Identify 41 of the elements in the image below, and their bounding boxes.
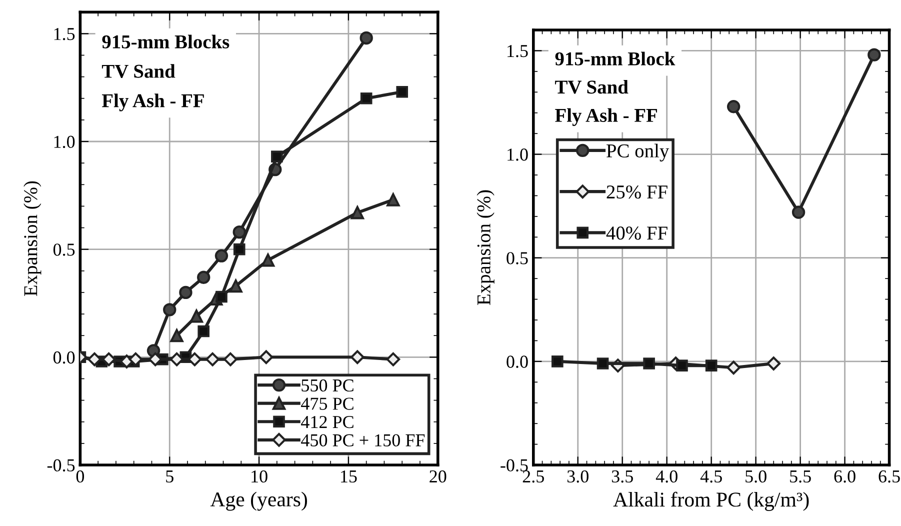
legend-label: 550 PC	[302, 379, 354, 392]
annotation: Fly Ash - FF	[102, 94, 204, 112]
legend-label: 412 PC	[301, 416, 354, 428]
y-tick-label: -0.5	[500, 459, 528, 472]
legend-label: 25% FF	[606, 185, 668, 199]
y-tick-label: 0.5	[53, 244, 75, 256]
x-tick-label: 5.5	[790, 470, 811, 483]
legend-label: 450 PC + 150 FF	[301, 434, 425, 446]
x-tick-label: 10	[252, 470, 268, 483]
y-tick-label: 0.5	[506, 252, 528, 264]
x-axis-title: Alkali from PC (kg/m³)	[613, 492, 809, 511]
x-tick-label: 5	[166, 470, 174, 483]
y-axis-title: Expansion (%)	[24, 181, 42, 296]
y-tick-label: 1.0	[508, 148, 528, 161]
y-tick-label: 0.0	[506, 356, 528, 368]
y-tick-label: 0.0	[53, 351, 75, 364]
x-tick-label: 4.5	[700, 470, 722, 483]
legend-label: PC only	[606, 144, 670, 162]
y-tick-label: -0.5	[47, 459, 75, 472]
x-axis-title: Age (years)	[210, 492, 307, 511]
y-tick-label: 1.5	[508, 45, 528, 58]
x-tick-label: 3.0	[567, 470, 588, 483]
annotation: Fly Ash - FF	[555, 108, 657, 126]
x-tick-label: 6.5	[878, 470, 900, 483]
y-tick-label: 1.5	[54, 28, 75, 40]
x-tick-label: 5.0	[746, 470, 766, 483]
annotation: 915-mm Blocks	[102, 34, 230, 48]
legend-label: 40% FF	[606, 226, 668, 240]
y-tick-label: 1.0	[54, 136, 75, 148]
x-tick-label: 4.0	[656, 470, 678, 483]
x-tick-label: 20	[430, 470, 446, 483]
x-tick-label: 15	[341, 470, 357, 483]
annotation: TV Sand	[102, 64, 176, 78]
x-tick-label: 3.5	[612, 470, 633, 483]
x-tick-label: 2.5	[522, 470, 544, 483]
annotation: TV Sand	[555, 80, 628, 94]
x-tick-label: 0	[76, 470, 84, 483]
annotation: 915-mm Block	[555, 52, 676, 66]
x-tick-label: 6.0	[834, 470, 856, 483]
legend-label: 475 PC	[301, 398, 354, 410]
y-axis-title: Expansion (%)	[476, 190, 494, 305]
